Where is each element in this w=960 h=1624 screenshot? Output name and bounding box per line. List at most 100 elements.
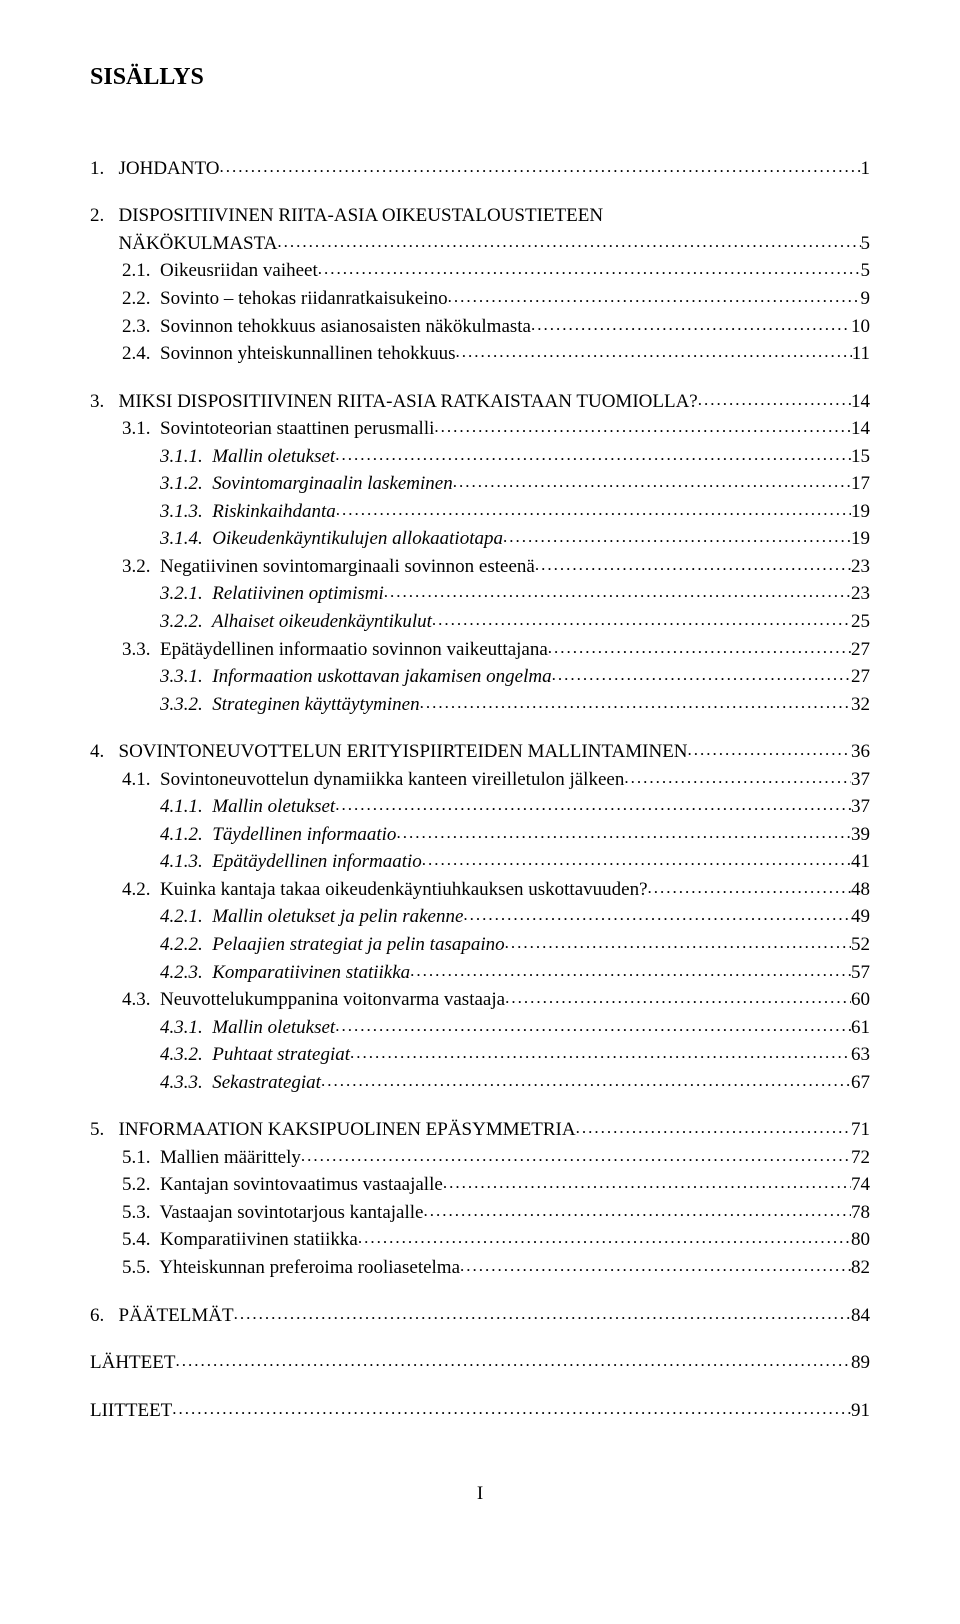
toc-entry: 6. PÄÄTELMÄT 84 xyxy=(90,1302,870,1330)
toc-entry-page: 57 xyxy=(851,959,870,987)
toc-entry-page: 78 xyxy=(851,1199,870,1227)
toc-entry-page: 89 xyxy=(851,1349,870,1377)
toc-entry-label: 3. MIKSI DISPOSITIIVINEN RIITA-ASIA RATK… xyxy=(90,388,698,416)
toc-container: 1. JOHDANTO 1 2. DISPOSITIIVINEN RIITA-ASI… xyxy=(90,135,870,1424)
toc-entry-page: 36 xyxy=(851,738,870,766)
toc-leader-dots xyxy=(456,340,852,365)
toc-entry-page: 67 xyxy=(851,1069,870,1097)
toc-entry-label: 5.4. Komparatiivinen statiikka xyxy=(122,1226,358,1254)
toc-entry: 4.1.2. Täydellinen informaatio 39 xyxy=(160,821,870,849)
toc-entry: 2. DISPOSITIIVINEN RIITA-ASIA OIKEUSTALO… xyxy=(90,202,870,230)
toc-entry: 2.2. Sovinto – tehokas riidanratkaisukei… xyxy=(122,285,870,313)
toc-entry-label: 2.4. Sovinnon yhteiskunnallinen tehokkuu… xyxy=(122,340,456,368)
toc-entry: 3.1.1. Mallin oletukset 15 xyxy=(160,443,870,471)
toc-entry-page: 1 xyxy=(861,155,871,183)
toc-leader-dots xyxy=(432,608,851,633)
toc-entry-label: 3.3. Epätäydellinen informaatio sovinnon… xyxy=(122,636,548,664)
toc-leader-dots xyxy=(384,580,851,605)
toc-entry-label: 4.1.2. Täydellinen informaatio xyxy=(160,821,396,849)
toc-entry-page: 91 xyxy=(851,1397,870,1425)
toc-entry-label: 4.2.2. Pelaajien strategiat ja pelin tas… xyxy=(160,931,505,959)
toc-leader-dots xyxy=(335,443,851,468)
toc-entry-label: 4.3.1. Mallin oletukset xyxy=(160,1014,335,1042)
toc-entry-page: 5 xyxy=(861,257,871,285)
toc-leader-dots xyxy=(175,1349,851,1374)
toc-entry-page: 14 xyxy=(851,388,870,416)
toc-entry: 4.2.1. Mallin oletukset ja pelin rakenne… xyxy=(160,903,870,931)
toc-entry-label: 2.1. Oikeusriidan vaiheet xyxy=(122,257,318,285)
toc-leader-dots xyxy=(624,766,851,791)
toc-entry: 4.1.1. Mallin oletukset 37 xyxy=(160,793,870,821)
toc-leader-dots xyxy=(548,636,851,661)
toc-entry-page: 23 xyxy=(851,580,870,608)
toc-entry-label: 4.3. Neuvottelukumppanina voitonvarma va… xyxy=(122,986,505,1014)
toc-leader-dots xyxy=(219,155,860,180)
toc-leader-dots xyxy=(505,986,851,1011)
toc-entry: 5.3. Vastaajan sovintotarjous kantajalle… xyxy=(122,1199,870,1227)
toc-entry-page: 27 xyxy=(851,663,870,691)
toc-title: SISÄLLYS xyxy=(90,60,870,95)
toc-entry: 3.1. Sovintoteorian staattinen perusmall… xyxy=(122,415,870,443)
toc-entry-label: 3.2.1. Relatiivinen optimismi xyxy=(160,580,384,608)
toc-entry-page: 80 xyxy=(851,1226,870,1254)
toc-entry-page: 14 xyxy=(851,415,870,443)
toc-entry: 3.2. Negatiivinen sovintomarginaali sovi… xyxy=(122,553,870,581)
toc-leader-dots xyxy=(321,1069,851,1094)
toc-entry-page: 19 xyxy=(851,525,870,553)
toc-leader-dots xyxy=(460,1254,851,1279)
toc-entry: 3. MIKSI DISPOSITIIVINEN RIITA-ASIA RATK… xyxy=(90,388,870,416)
toc-entry-page: 52 xyxy=(851,931,870,959)
toc-entry-page: 37 xyxy=(851,793,870,821)
toc-entry-page: 11 xyxy=(852,340,870,368)
toc-entry-label: 5.5. Yhteiskunnan preferoima rooliasetel… xyxy=(122,1254,460,1282)
toc-leader-dots xyxy=(552,663,851,688)
toc-leader-dots xyxy=(277,230,860,255)
toc-leader-dots xyxy=(698,388,851,413)
toc-entry: LIITTEET 91 xyxy=(90,1397,870,1425)
toc-entry-label: LIITTEET xyxy=(90,1397,172,1425)
toc-entry-label: 3.1.3. Riskinkaihdanta xyxy=(160,498,336,526)
toc-entry-label: LÄHTEET xyxy=(90,1349,175,1377)
toc-leader-dots xyxy=(358,1226,851,1251)
toc-entry-page: 10 xyxy=(851,313,870,341)
toc-entry: 4.3.3. Sekastrategiat67 xyxy=(160,1069,870,1097)
toc-entry-page: 27 xyxy=(851,636,870,664)
toc-entry: 3.1.4. Oikeudenkäyntikulujen allokaatiot… xyxy=(160,525,870,553)
toc-leader-dots xyxy=(172,1397,851,1422)
toc-entry: 3.2.1. Relatiivinen optimismi 23 xyxy=(160,580,870,608)
toc-leader-dots xyxy=(301,1144,851,1169)
toc-entry-label: NÄKÖKULMASTA xyxy=(90,230,277,258)
toc-entry-label: 4.1.1. Mallin oletukset xyxy=(160,793,335,821)
toc-entry-label: 3.3.2. Strateginen käyttäytyminen xyxy=(160,691,420,719)
toc-entry: 2.4. Sovinnon yhteiskunnallinen tehokkuu… xyxy=(122,340,870,368)
toc-entry-label: 3.2. Negatiivinen sovintomarginaali sovi… xyxy=(122,553,535,581)
toc-entry-label: 2.3. Sovinnon tehokkuus asianosaisten nä… xyxy=(122,313,531,341)
toc-leader-dots xyxy=(318,257,861,282)
toc-leader-dots xyxy=(350,1041,851,1066)
toc-entry-label: 2. DISPOSITIIVINEN RIITA-ASIA OIKEUSTALO… xyxy=(90,202,603,230)
toc-entry-page: 84 xyxy=(851,1302,870,1330)
toc-entry: 5. INFORMAATION KAKSIPUOLINEN EPÄSYMMETR… xyxy=(90,1116,870,1144)
toc-entry: 2.1. Oikeusriidan vaiheet 5 xyxy=(122,257,870,285)
toc-entry-page: 15 xyxy=(851,443,870,471)
toc-entry-label: 1. JOHDANTO xyxy=(90,155,219,183)
toc-entry-label: 5.3. Vastaajan sovintotarjous kantajalle xyxy=(122,1199,423,1227)
toc-leader-dots xyxy=(448,285,861,310)
toc-entry-page: 37 xyxy=(851,766,870,794)
toc-leader-dots xyxy=(396,821,851,846)
toc-entry-label: 3.1.1. Mallin oletukset xyxy=(160,443,335,471)
toc-entry: 4.1. Sovintoneuvottelun dynamiikka kante… xyxy=(122,766,870,794)
toc-entry-label: 6. PÄÄTELMÄT xyxy=(90,1302,234,1330)
toc-entry-page: 72 xyxy=(851,1144,870,1172)
toc-entry: 4.3.2. Puhtaat strategiat63 xyxy=(160,1041,870,1069)
toc-entry-page: 41 xyxy=(851,848,870,876)
toc-entry: 4.2. Kuinka kantaja takaa oikeudenkäynti… xyxy=(122,876,870,904)
toc-entry-page: 60 xyxy=(851,986,870,1014)
toc-entry-label: 3.2.2. Alhaiset oikeudenkäyntikulut xyxy=(160,608,432,636)
toc-entry-label: 3.3.1. Informaation uskottavan jakamisen… xyxy=(160,663,552,691)
toc-leader-dots xyxy=(576,1116,851,1141)
toc-entry: 3.1.3. Riskinkaihdanta19 xyxy=(160,498,870,526)
toc-entry-page: 39 xyxy=(851,821,870,849)
toc-leader-dots xyxy=(234,1302,851,1327)
toc-entry-page: 63 xyxy=(851,1041,870,1069)
